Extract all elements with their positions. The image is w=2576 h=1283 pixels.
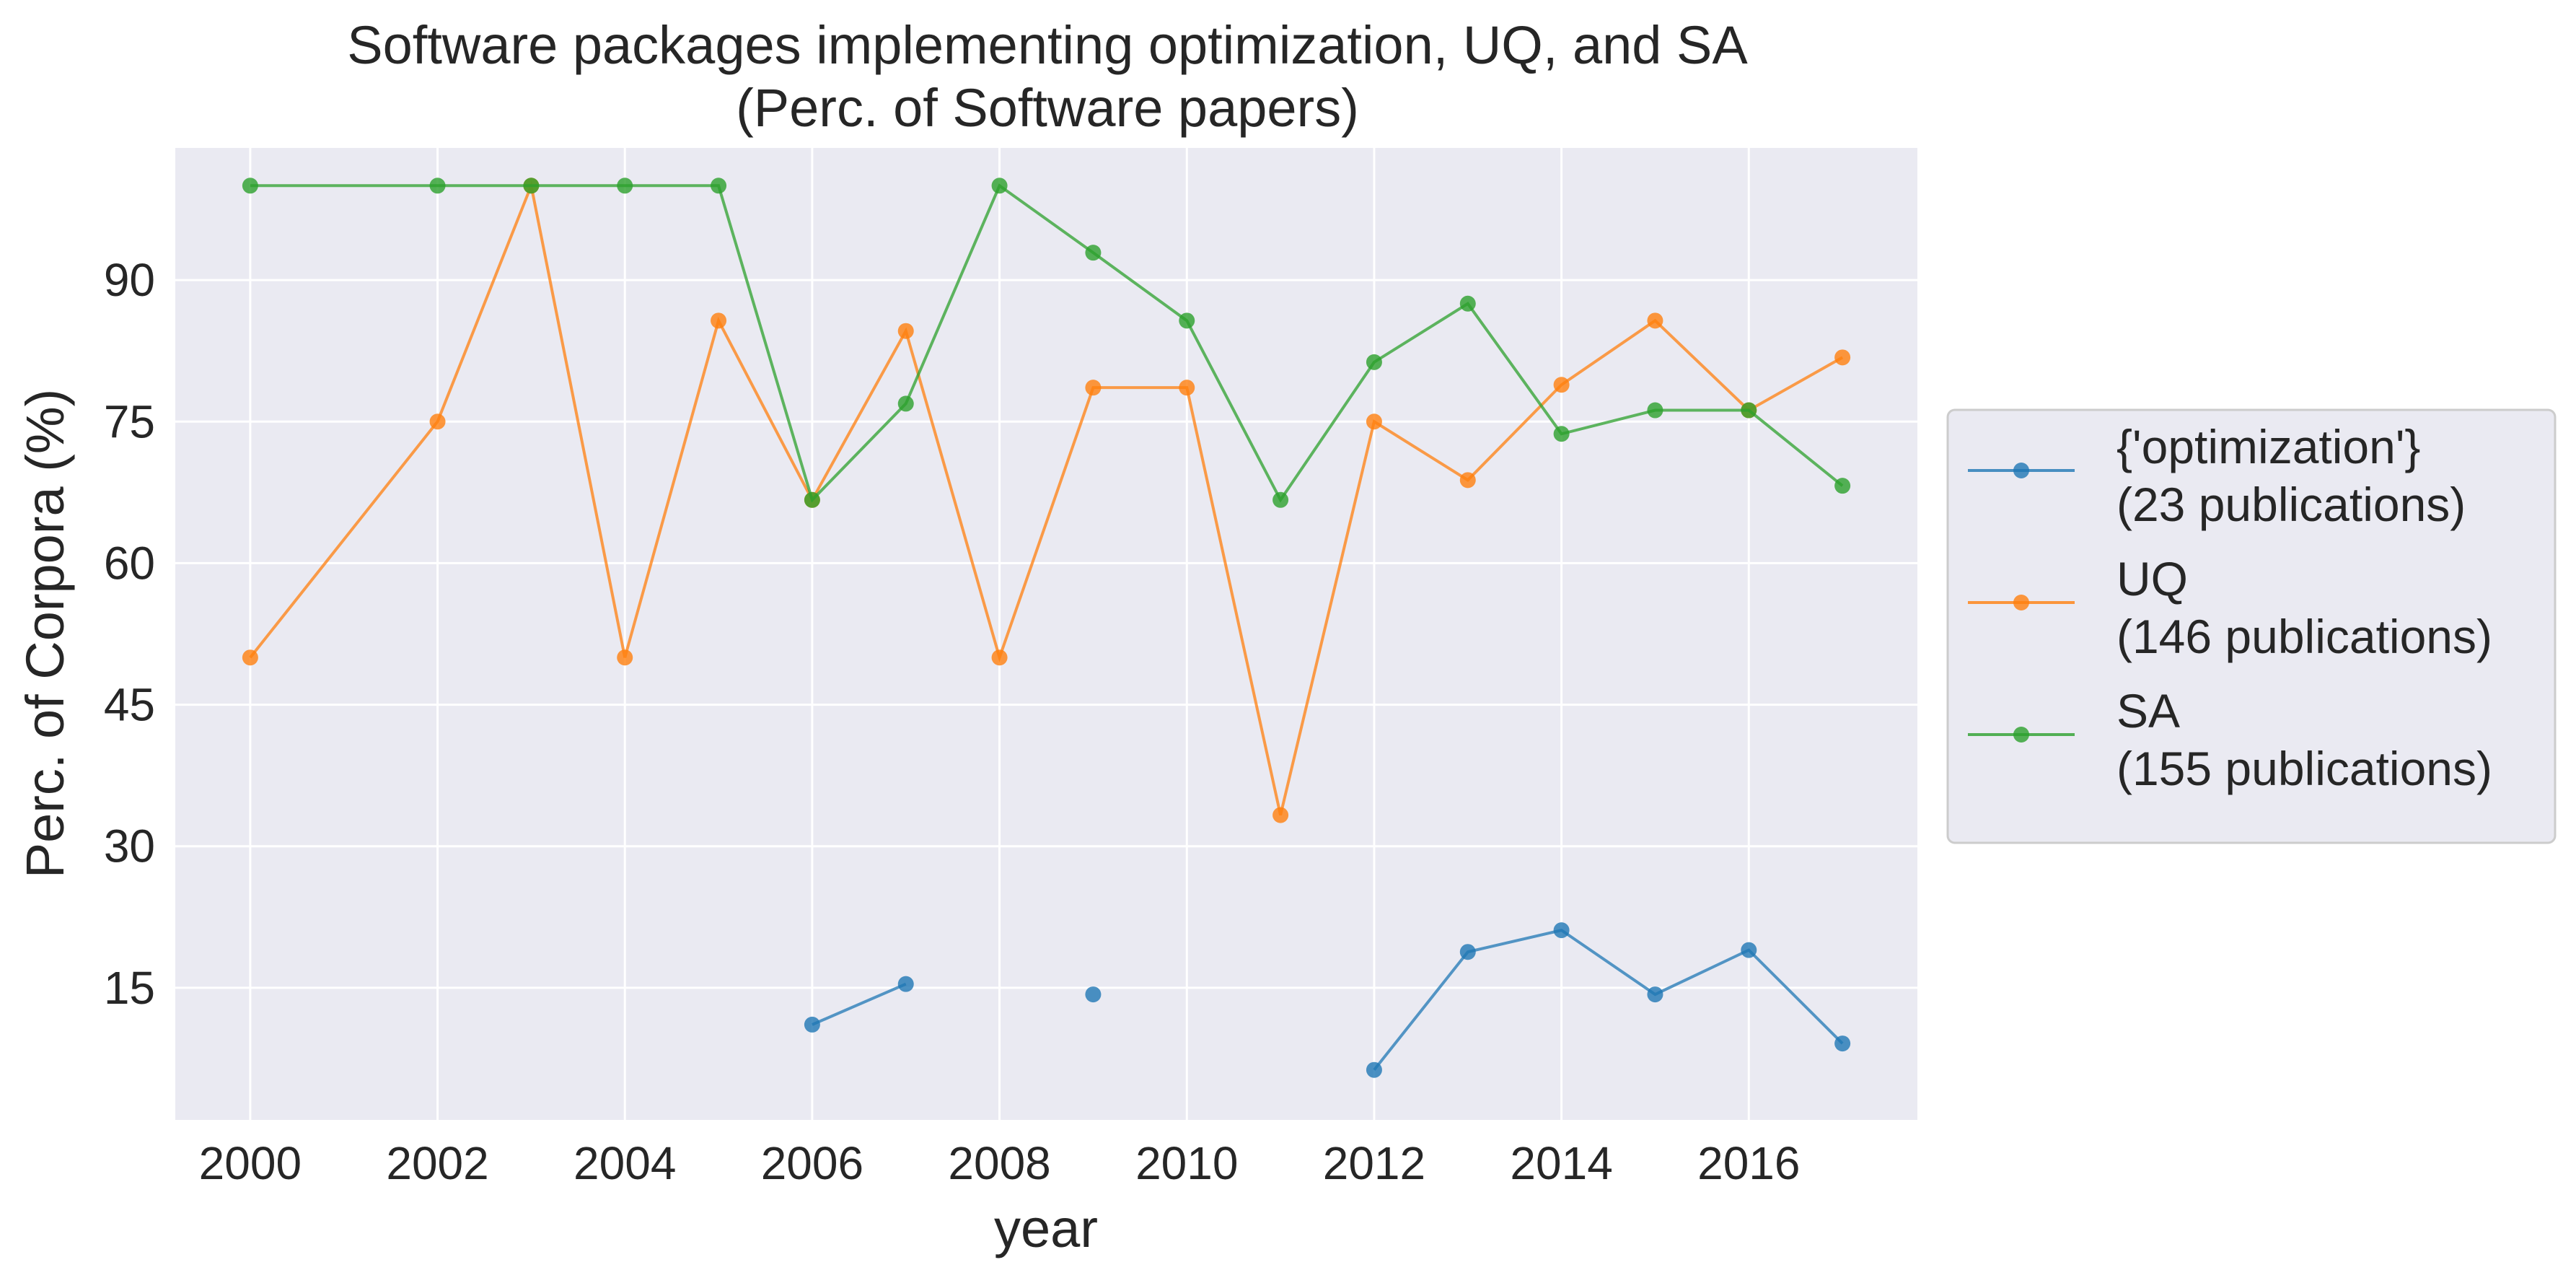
data-point (991, 178, 1008, 194)
series-1 (242, 178, 1851, 823)
plot-area (175, 148, 1917, 1120)
data-point (1459, 295, 1476, 312)
y-tick-label: 15 (104, 962, 155, 1014)
series-line (812, 982, 907, 1026)
series-line (1373, 928, 1844, 1071)
x-tick-label: 2006 (761, 1137, 863, 1189)
y-tick-label: 30 (104, 820, 155, 872)
data-point (242, 649, 258, 666)
data-point (242, 178, 258, 194)
data-point (1272, 491, 1289, 508)
x-tick-label: 2010 (1135, 1137, 1238, 1189)
x-tick-label: 2004 (573, 1137, 676, 1189)
legend-label: UQ (2116, 552, 2188, 605)
data-point (1366, 1061, 1382, 1078)
data-point (1085, 380, 1102, 396)
x-axis-label: year (994, 1199, 1098, 1258)
data-point (429, 178, 446, 194)
chart-title: Software packages implementing optimizat… (347, 15, 1748, 75)
data-point (429, 413, 446, 430)
y-axis-label: Perc. of Corpora (%) (15, 389, 75, 879)
data-point (991, 649, 1008, 666)
data-point (523, 178, 540, 194)
data-point (1647, 986, 1663, 1003)
data-point (1834, 349, 1851, 366)
data-point (804, 1016, 820, 1033)
data-point (1272, 807, 1289, 823)
legend-note: (155 publications) (2116, 742, 2492, 795)
legend-entry-0: {'optimization'}(23 publications) (1968, 420, 2466, 531)
legend: {'optimization'}(23 publications) UQ(146 … (1946, 408, 2557, 844)
data-point (1741, 942, 1757, 958)
series-0 (804, 922, 1851, 1078)
data-point (897, 395, 914, 412)
data-point (1647, 312, 1663, 329)
x-tick-label: 2014 (1510, 1137, 1612, 1189)
y-tick-label: 90 (104, 254, 155, 306)
legend-box (1946, 408, 2557, 844)
data-point (1179, 312, 1195, 329)
y-tick-label: 75 (104, 395, 155, 447)
data-point (617, 178, 633, 194)
data-point (1179, 380, 1195, 396)
legend-marker (2013, 595, 2029, 610)
chart-subtitle: (Perc. of Software papers) (736, 78, 1359, 138)
x-tick-label: 2012 (1323, 1137, 1425, 1189)
data-point (1553, 426, 1570, 442)
data-point (897, 976, 914, 992)
data-point (1366, 413, 1382, 430)
data-point (617, 649, 633, 666)
data-point (1834, 478, 1851, 494)
data-point (1553, 922, 1570, 939)
y-tick-label: 45 (104, 679, 155, 731)
data-point (1834, 1035, 1851, 1052)
grid-lines (175, 148, 1917, 1120)
x-tick-label: 2000 (199, 1137, 302, 1189)
data-point (1459, 944, 1476, 960)
series-layer (242, 178, 1851, 1078)
tick-labels: 2000 2002 2004 2006 2008 2010 2012 2014 2016 15 30… (104, 254, 1801, 1189)
y-tick-label: 60 (104, 537, 155, 589)
legend-note: (146 publications) (2116, 610, 2492, 663)
data-point (804, 491, 820, 508)
data-point (711, 178, 727, 194)
data-point (711, 312, 727, 329)
legend-note: (23 publications) (2116, 478, 2466, 531)
x-tick-label: 2008 (948, 1137, 1050, 1189)
data-point (1553, 377, 1570, 393)
legend-entry-2: SA(155 publications) (1968, 684, 2492, 795)
data-point (1647, 402, 1663, 419)
data-point (897, 323, 914, 339)
x-tick-label: 2002 (386, 1137, 488, 1189)
legend-marker (2013, 463, 2029, 478)
legend-marker (2013, 727, 2029, 743)
series-2 (242, 178, 1851, 508)
x-tick-label: 2016 (1697, 1137, 1800, 1189)
legend-label: SA (2116, 684, 2180, 737)
legend-label: {'optimization'} (2116, 420, 2420, 473)
data-point (1459, 472, 1476, 489)
data-point (1085, 245, 1102, 261)
data-point (1085, 986, 1102, 1003)
legend-entry-1: UQ(146 publications) (1968, 552, 2492, 663)
data-point (1741, 402, 1757, 419)
data-point (1366, 354, 1382, 370)
